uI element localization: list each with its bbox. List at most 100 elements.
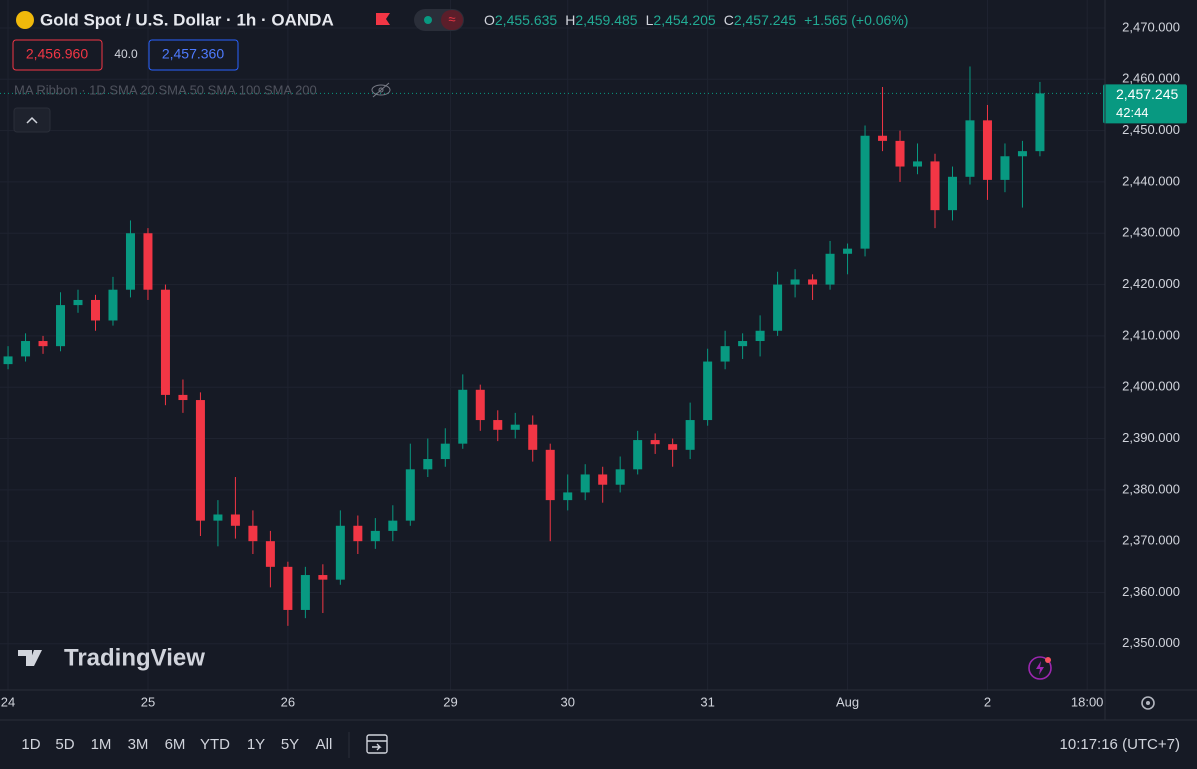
y-tick-label: 2,430.000 xyxy=(1122,225,1180,240)
candle-body xyxy=(615,469,625,485)
candle-body xyxy=(930,161,940,211)
candle-body xyxy=(38,341,48,347)
candle-body xyxy=(300,575,310,610)
collapse-button[interactable] xyxy=(13,107,51,133)
y-tick-label: 2,410.000 xyxy=(1122,327,1180,342)
x-tick-label: 29 xyxy=(443,694,457,709)
range-button[interactable]: YTD xyxy=(200,736,230,753)
y-tick-label: 2,470.000 xyxy=(1122,19,1180,34)
candle-body xyxy=(1017,151,1027,157)
candle-body xyxy=(440,443,450,460)
y-tick-label: 2,380.000 xyxy=(1122,481,1180,496)
buy-box[interactable] xyxy=(148,39,239,71)
alert-icon[interactable] xyxy=(1028,656,1052,680)
ohlc-value: 2,454.205 xyxy=(653,12,715,28)
ohlc-change: +1.565 (+0.06%) xyxy=(804,12,908,28)
candle-body xyxy=(773,284,783,331)
x-tick-label: 2 xyxy=(984,694,991,709)
candle-body xyxy=(213,514,223,521)
x-tick-label: 31 xyxy=(700,694,714,709)
settings-icon[interactable] xyxy=(1141,696,1155,710)
buy-price: 2,457.360 xyxy=(162,46,224,62)
candle-body xyxy=(90,299,100,321)
candle-body xyxy=(160,289,170,395)
x-tick-label: 24 xyxy=(1,694,15,709)
hide-icon[interactable] xyxy=(371,82,391,98)
candle-body xyxy=(458,389,468,444)
candle-body xyxy=(755,330,765,342)
candle-body xyxy=(21,341,31,357)
candle-body xyxy=(528,424,538,450)
candle-body xyxy=(510,424,520,430)
x-tick-label: 18:00 xyxy=(1071,694,1104,709)
candle-body xyxy=(668,444,678,450)
range-button[interactable]: All xyxy=(316,736,333,753)
candle-body xyxy=(860,135,870,249)
candle-body xyxy=(982,120,992,180)
logo-icon xyxy=(18,650,42,666)
range-button[interactable]: 6M xyxy=(165,736,186,753)
caret-icon xyxy=(26,116,38,124)
spread: 40.0 xyxy=(114,47,138,61)
candle-body xyxy=(3,356,13,365)
range-button[interactable]: 1D xyxy=(21,736,40,753)
ohlc-value: 2,455.635 xyxy=(495,12,557,28)
candle-body xyxy=(720,346,730,362)
y-tick-label: 2,440.000 xyxy=(1122,173,1180,188)
y-tick-label: 2,450.000 xyxy=(1122,122,1180,137)
date-range-icon[interactable] xyxy=(366,734,388,754)
ohlc-readout: O2,455.635 H2,459.485 L2,454.205 C2,457.245… xyxy=(484,12,908,28)
indicator-legend[interactable]: MA Ribbon · 1D SMA 20 SMA 50 SMA 100 SMA… xyxy=(14,82,317,97)
sell-price: 2,456.960 xyxy=(26,46,88,62)
candle-body xyxy=(318,575,328,580)
x-tick-label: 26 xyxy=(281,694,295,709)
alert-dot xyxy=(1045,657,1051,663)
candle-body xyxy=(265,541,275,567)
range-button[interactable]: 3M xyxy=(128,736,149,753)
price-tag-label: 2,457.245 xyxy=(1116,86,1178,102)
status-icon: ≈ xyxy=(448,11,455,26)
sell-box[interactable] xyxy=(12,39,103,71)
price-tag-countdown: 42:44 xyxy=(1116,105,1149,120)
candle-body xyxy=(598,474,608,485)
candle-body xyxy=(405,469,415,521)
range-button[interactable]: 5Y xyxy=(281,736,299,753)
y-tick-label: 2,420.000 xyxy=(1122,276,1180,291)
candle-body xyxy=(56,305,66,347)
y-tick-label: 2,350.000 xyxy=(1122,635,1180,650)
alert-icon xyxy=(1036,661,1044,675)
clock[interactable]: 10:17:16 (UTC+7) xyxy=(1060,736,1180,753)
range-button[interactable]: 1M xyxy=(91,736,112,753)
candle-body xyxy=(790,279,800,285)
y-tick-label: 2,360.000 xyxy=(1122,584,1180,599)
candle-body xyxy=(230,514,240,526)
candle-body xyxy=(703,361,713,421)
candle-body xyxy=(353,525,363,542)
symbol-title[interactable]: Gold Spot / U.S. Dollar · 1h · OANDA xyxy=(40,10,334,29)
x-tick-label: Aug xyxy=(836,694,859,709)
ohlc-label: H xyxy=(565,12,575,28)
y-tick-label: 2,370.000 xyxy=(1122,533,1180,548)
ohlc-label: C xyxy=(724,12,734,28)
candle-body xyxy=(143,233,153,290)
candle-body xyxy=(738,341,748,347)
range-button[interactable]: 1Y xyxy=(247,736,265,753)
range-button[interactable]: 5D xyxy=(55,736,74,753)
candle-body xyxy=(1035,93,1045,152)
candle-body xyxy=(388,520,398,531)
ohlc-label: O xyxy=(484,12,495,28)
grid: 2,350.000 2,360.000 2,370.000 2,380.000 2,39… xyxy=(0,0,1180,709)
candle-body xyxy=(825,253,835,285)
candle-body xyxy=(475,389,485,421)
flag-icon[interactable] xyxy=(376,13,390,25)
ohlc-label: L xyxy=(646,12,654,28)
x-tick-label: 25 xyxy=(141,694,155,709)
candle-body xyxy=(195,400,205,521)
symbol-icon xyxy=(16,11,34,29)
candle-body xyxy=(563,492,573,501)
candle-body xyxy=(650,440,660,445)
candle-body xyxy=(493,420,503,430)
candle-body xyxy=(913,161,923,167)
